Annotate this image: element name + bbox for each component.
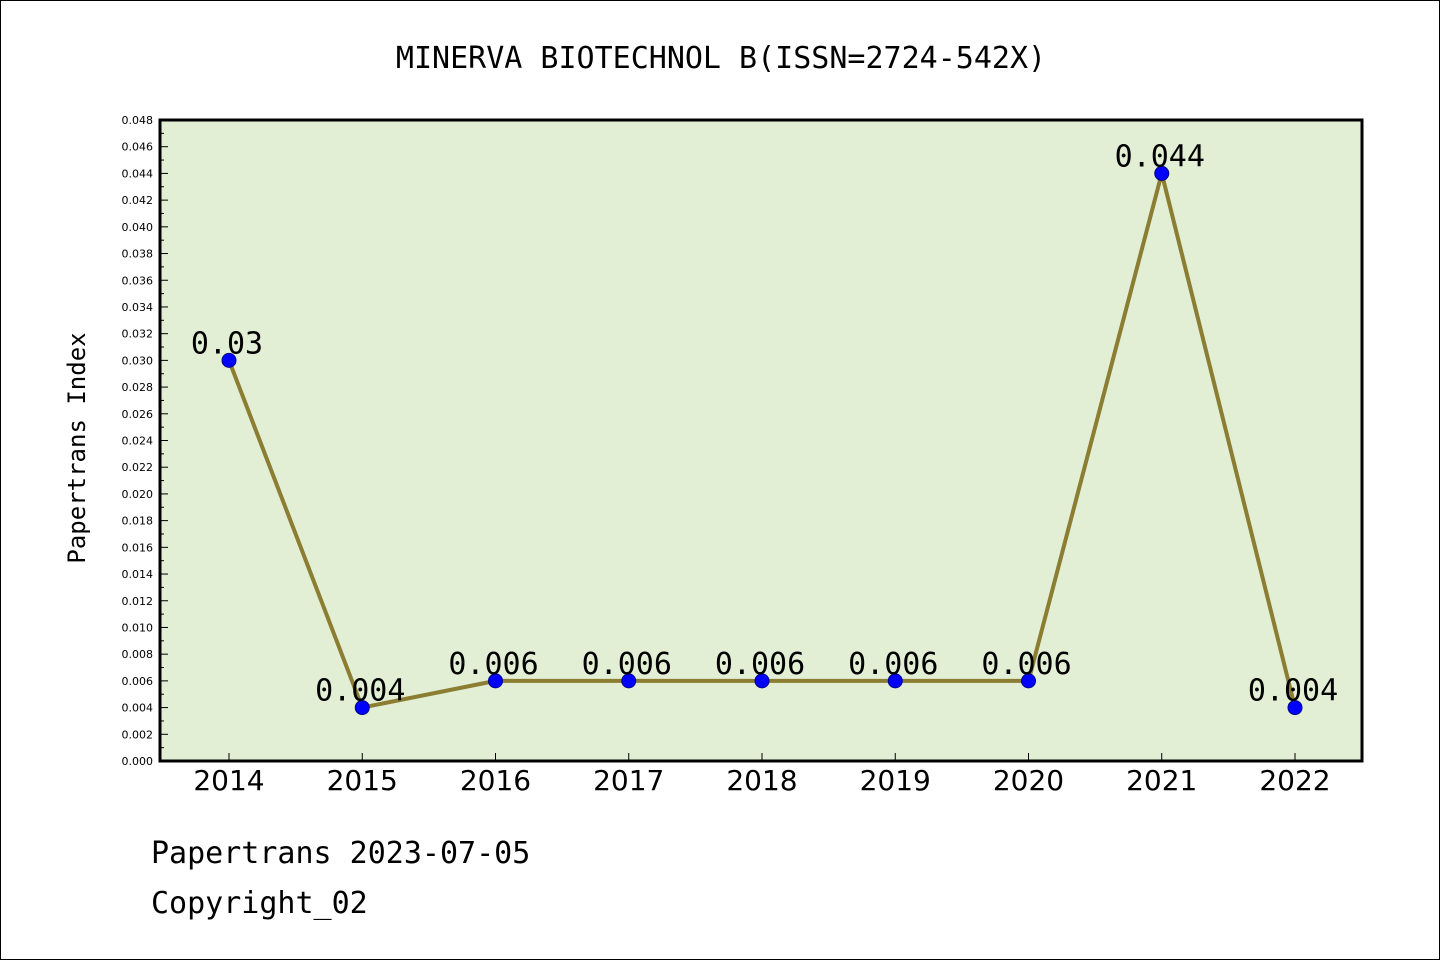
data-label: 0.006 — [582, 647, 672, 682]
data-label: 0.006 — [448, 647, 538, 682]
y-tick-label: 0.048 — [122, 114, 154, 127]
data-label: 0.004 — [315, 674, 405, 709]
y-tick-label: 0.014 — [122, 568, 154, 581]
y-tick-label: 0.044 — [122, 167, 154, 180]
footer-date: Papertrans 2023-07-05 — [151, 836, 531, 871]
data-point — [754, 673, 770, 689]
y-tick-label: 0.026 — [122, 408, 154, 421]
y-tick-label: 0.010 — [122, 621, 154, 634]
x-tick-label: 2018 — [726, 764, 797, 797]
x-tick-label: 2015 — [327, 764, 398, 797]
y-tick-label: 0.032 — [122, 328, 154, 341]
y-tick-label: 0.018 — [122, 515, 154, 528]
x-tick-label: 2021 — [1126, 764, 1197, 797]
y-tick-label: 0.024 — [122, 435, 154, 448]
data-point — [221, 352, 237, 368]
chart-title: MINERVA BIOTECHNOL B(ISSN=2724-542X) — [396, 41, 1046, 76]
x-tick-label: 2016 — [460, 764, 531, 797]
plot-area — [158, 118, 1364, 763]
data-label: 0.004 — [1248, 674, 1338, 709]
y-tick-label: 0.006 — [122, 675, 154, 688]
footer-copyright: Copyright_02 — [151, 886, 368, 921]
y-tick-label: 0.012 — [122, 595, 154, 608]
series-layer — [221, 165, 1303, 716]
y-tick-label: 0.046 — [122, 141, 154, 154]
data-label: 0.006 — [981, 647, 1071, 682]
data-labels: 0.03 0.004 0.006 0.006 0.006 0.006 0.006 0.044 0… — [191, 139, 1338, 708]
data-label: 0.006 — [848, 647, 938, 682]
data-point — [1154, 165, 1170, 181]
data-point — [1287, 700, 1303, 716]
y-tick-label: 0.022 — [122, 461, 154, 474]
y-tick-label: 0.008 — [122, 648, 154, 661]
y-tick-label: 0.028 — [122, 381, 154, 394]
y-axis-label: Papertrans Index — [63, 332, 91, 563]
y-tick-label: 0.040 — [122, 221, 154, 234]
data-label: 0.006 — [715, 647, 805, 682]
y-tick-label: 0.004 — [122, 702, 154, 715]
y-tick-label: 0.034 — [122, 301, 154, 314]
x-tick-label: 2022 — [1259, 764, 1330, 797]
data-point — [621, 673, 637, 689]
data-point — [488, 673, 503, 689]
y-tick-label: 0.038 — [122, 248, 154, 261]
y-tick-label: 0.020 — [122, 488, 154, 501]
data-label: 0.044 — [1115, 139, 1205, 174]
data-point — [1021, 673, 1036, 689]
x-axis: 2014 2015 2016 2017 2018 2019 2020 2021 2022 — [193, 753, 1331, 797]
x-tick-label: 2020 — [993, 764, 1064, 797]
data-point — [887, 673, 903, 689]
data-label: 0.03 — [191, 326, 263, 361]
y-tick-label: 0.036 — [122, 274, 154, 287]
x-tick-label: 2019 — [860, 764, 931, 797]
x-tick-label: 2014 — [193, 764, 264, 797]
y-tick-label: 0.042 — [122, 194, 154, 207]
y-tick-label: 0.030 — [122, 354, 154, 367]
data-point — [354, 700, 370, 716]
y-axis: 0.000 0.002 0.004 0.006 0.008 0.010 0.012 0.014… — [122, 114, 168, 768]
y-tick-label: 0.002 — [122, 728, 154, 741]
x-tick-label: 2017 — [593, 764, 664, 797]
y-tick-label: 0.000 — [122, 755, 154, 768]
y-tick-label: 0.016 — [122, 541, 154, 554]
